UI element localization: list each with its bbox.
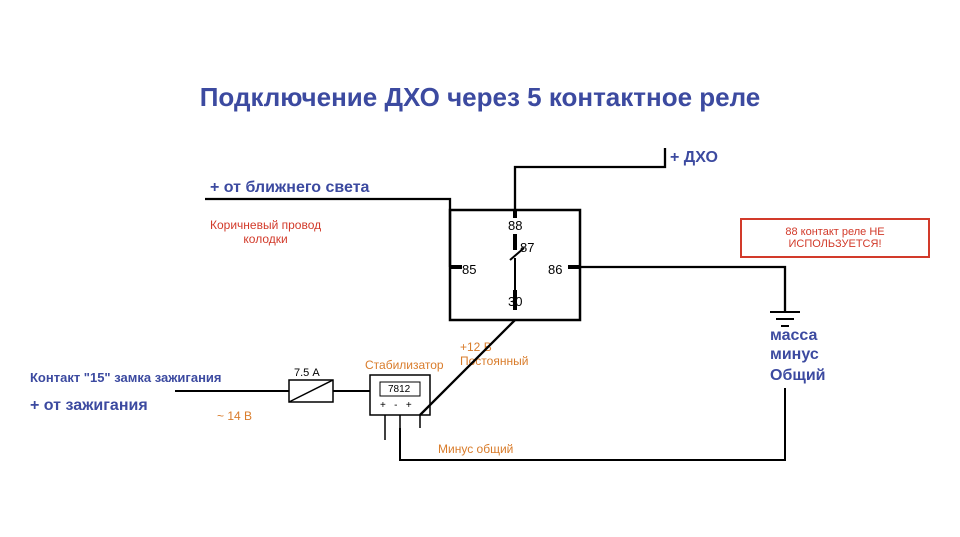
minus-common-label: Минус общий	[438, 442, 513, 456]
ground-common-label: Общий	[770, 366, 826, 385]
ground-mass-label: масса минус	[770, 326, 819, 364]
brown-wire-label: Коричневый провод колодки	[210, 218, 321, 247]
dho-plus-label: + ДХО	[670, 148, 718, 167]
plus12v-label: +12 В Постоянный	[460, 340, 528, 369]
pin-88: 88	[508, 218, 522, 234]
diagram-title: Подключение ДХО через 5 контактное реле	[200, 82, 761, 113]
stabilizer-chip-label: 7812	[388, 384, 410, 396]
ignition-plus-label: + от зажигания	[30, 396, 148, 415]
warning-box: 88 контакт реле НЕ ИСПОЛЬЗУЕТСЯ!	[740, 218, 930, 258]
contact15-label: Контакт "15" замка зажигания	[30, 370, 222, 386]
pin-30: 30	[508, 294, 522, 310]
stabilizer-pins-label: + - +	[380, 400, 412, 412]
low-beam-label: + от ближнего света	[210, 178, 369, 197]
pin-87: 87	[520, 240, 534, 256]
pin-86: 86	[548, 262, 562, 278]
approx14v-label: ~ 14 В	[217, 409, 252, 423]
pin-85: 85	[462, 262, 476, 278]
stabilizer-title: Стабилизатор	[365, 358, 444, 372]
schematic-svg	[0, 0, 960, 537]
fuse-label: 7.5 А	[294, 367, 320, 380]
